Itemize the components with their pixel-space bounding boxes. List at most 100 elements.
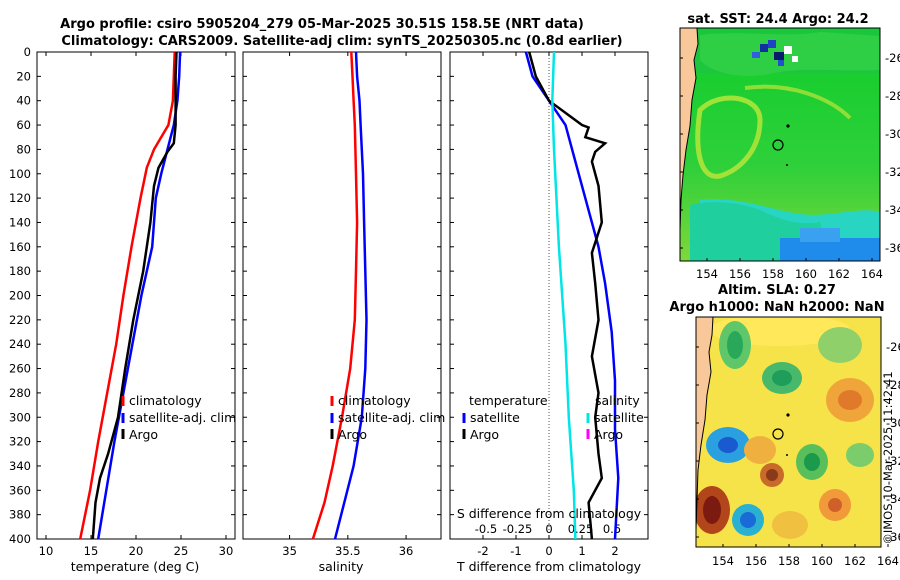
depth-tick-label: 380 bbox=[9, 508, 31, 522]
legend-satellite-adj: satellite-adj. clim bbox=[129, 410, 236, 425]
depth-tick-label: 160 bbox=[9, 240, 31, 254]
longitude-tick-label: 154 bbox=[712, 554, 734, 568]
legend-s-satellite: satellite bbox=[594, 410, 644, 425]
salinity-xlabel: salinity bbox=[319, 559, 364, 574]
longitude-tick-label: 162 bbox=[828, 267, 850, 281]
legend-argo: Argo bbox=[129, 427, 158, 442]
legend-s-argo: Argo bbox=[594, 427, 623, 442]
depth-tick-label: 120 bbox=[9, 191, 31, 205]
x-tick-label: 2 bbox=[611, 544, 618, 558]
series-argo bbox=[91, 51, 178, 540]
legend-climatology: climatology bbox=[338, 393, 411, 408]
x-tick-label: 36 bbox=[399, 544, 414, 558]
longitude-tick-label: 158 bbox=[778, 554, 800, 568]
depth-tick-label: 280 bbox=[9, 386, 31, 400]
depth-tick-label: 40 bbox=[16, 94, 31, 108]
s-difference-tick-label: -0.25 bbox=[503, 522, 533, 536]
legend-t-satellite: satellite bbox=[470, 410, 520, 425]
sla-map-image bbox=[696, 317, 881, 547]
legend-salinity-header: salinity bbox=[595, 393, 640, 408]
legend-climatology: climatology bbox=[129, 393, 202, 408]
depth-tick-label: 140 bbox=[9, 215, 31, 229]
s-difference-tick-label: -0.5 bbox=[475, 522, 497, 536]
depth-tick-label: 260 bbox=[9, 362, 31, 376]
legend-satellite-adj: satellite-adj. clim bbox=[338, 410, 445, 425]
x-tick-label: 35 bbox=[282, 544, 297, 558]
sst-map-title: sat. SST: 24.4 Argo: 24.2 bbox=[687, 12, 868, 27]
x-tick-label: -2 bbox=[477, 544, 488, 558]
s-difference-ticks: -0.5 -0.25 0 0.25 0.5 bbox=[475, 522, 621, 536]
sst-map-image bbox=[680, 28, 880, 261]
difference-panel: -2 -1 0 1 2 -0.5 -0.25 0 0.25 0.5 T difference f… bbox=[449, 51, 649, 574]
latitude-tick-label: -36 bbox=[885, 241, 900, 255]
longitude-tick-label: 154 bbox=[696, 267, 718, 281]
s-difference-tick-label: 0.5 bbox=[603, 522, 621, 536]
s-difference-xlabel: S difference from climatology bbox=[457, 506, 642, 521]
t-difference-xlabel: T difference from climatology bbox=[456, 559, 642, 574]
longitude-tick-label: 162 bbox=[844, 554, 866, 568]
latitude-tick-label: -28 bbox=[885, 89, 900, 103]
salinity-ticks: 35 35.5 36 bbox=[243, 51, 441, 558]
temperature-legend: climatology satellite-adj. clim Argo bbox=[121, 393, 236, 442]
temperature-series bbox=[78, 51, 182, 540]
depth-tick-label: 0 bbox=[24, 45, 31, 59]
latitude-tick-label: -30 bbox=[885, 127, 900, 141]
temperature-xlabel: temperature (deg C) bbox=[71, 559, 200, 574]
sla-map-panel: Altim. SLA: 0.27 Argo h1000: NaN h2000: … bbox=[669, 283, 900, 568]
temperature-panel: 0 20 40 60 80 100 120 140 160 180 200 220 240 260 280 3… bbox=[9, 45, 236, 574]
series-satellite-adj-clim bbox=[333, 51, 368, 540]
s-difference-tick-label: 0 bbox=[545, 522, 552, 536]
temperature-ticks: 10 15 20 25 30 bbox=[37, 51, 235, 558]
sla-longitude-ticks: 154 156 158 160 162 164 bbox=[712, 544, 899, 568]
latitude-tick-label: -36 bbox=[886, 530, 900, 544]
depth-tick-label: 220 bbox=[9, 313, 31, 327]
copyright-stamp: ©IMOS 10-Mar-2025 11:42:41 bbox=[881, 371, 895, 544]
longitude-tick-label: 160 bbox=[811, 554, 833, 568]
depth-tick-label: 400 bbox=[9, 532, 31, 546]
depth-tick-label: 180 bbox=[9, 264, 31, 278]
argo-location-marker bbox=[772, 428, 784, 440]
sst-map-panel: sat. SST: 24.4 Argo: 24.2 154 156 158 160 16… bbox=[679, 12, 900, 281]
longitude-tick-label: 164 bbox=[861, 267, 883, 281]
depth-tick-label: 360 bbox=[9, 483, 31, 497]
x-tick-label: 20 bbox=[129, 544, 144, 558]
latitude-tick-label: -28 bbox=[886, 378, 900, 392]
x-tick-label: 10 bbox=[39, 544, 54, 558]
latitude-tick-label: -32 bbox=[885, 165, 900, 179]
longitude-tick-label: 164 bbox=[877, 554, 899, 568]
latitude-tick-label: -26 bbox=[885, 51, 900, 65]
sla-map-title-line2: Argo h1000: NaN h2000: NaN bbox=[669, 300, 884, 315]
depth-tick-label: 300 bbox=[9, 410, 31, 424]
sla-latitude-ticks: -26 -28 -30 -32 -34 -36 bbox=[696, 340, 900, 544]
difference-legend-salinity: salinity satellite Argo bbox=[586, 393, 644, 442]
salinity-series bbox=[311, 51, 368, 540]
difference-legend-temperature: temperature satellite Argo bbox=[462, 393, 548, 442]
latitude-tick-label: -34 bbox=[886, 492, 900, 506]
depth-tick-label: 240 bbox=[9, 337, 31, 351]
longitude-tick-label: 158 bbox=[762, 267, 784, 281]
longitude-tick-label: 156 bbox=[729, 267, 751, 281]
depth-tick-label: 100 bbox=[9, 167, 31, 181]
sst-map-frame bbox=[679, 27, 881, 262]
latitude-tick-label: -26 bbox=[886, 340, 900, 354]
series-climatology bbox=[311, 51, 359, 540]
latitude-tick-label: -34 bbox=[885, 203, 900, 217]
latitude-tick-label: -32 bbox=[886, 454, 900, 468]
salinity-legend: climatology satellite-adj. clim Argo bbox=[330, 393, 445, 442]
x-tick-label: 0 bbox=[545, 544, 552, 558]
sla-map-title-line1: Altim. SLA: 0.27 bbox=[718, 283, 836, 298]
series-climatology bbox=[78, 51, 176, 540]
temperature-axes-frame bbox=[36, 51, 236, 540]
legend-argo: Argo bbox=[338, 427, 367, 442]
depth-tick-label: 60 bbox=[16, 118, 31, 132]
salinity-panel: 35 35.5 36 salinity climatology satellite-… bbox=[242, 51, 445, 574]
t-difference-ticks: -2 -1 0 1 2 bbox=[450, 51, 648, 558]
series-s-satellite bbox=[551, 51, 577, 540]
x-tick-label: 35.5 bbox=[335, 544, 361, 558]
depth-ticks: 0 20 40 60 80 100 120 140 160 180 200 220 240 260 280 3… bbox=[9, 45, 31, 546]
latitude-tick-label: -30 bbox=[886, 416, 900, 430]
sst-longitude-ticks: 154 156 158 160 162 164 bbox=[696, 258, 883, 281]
legend-t-argo: Argo bbox=[470, 427, 499, 442]
x-tick-label: 1 bbox=[578, 544, 585, 558]
x-tick-label: 15 bbox=[84, 544, 99, 558]
